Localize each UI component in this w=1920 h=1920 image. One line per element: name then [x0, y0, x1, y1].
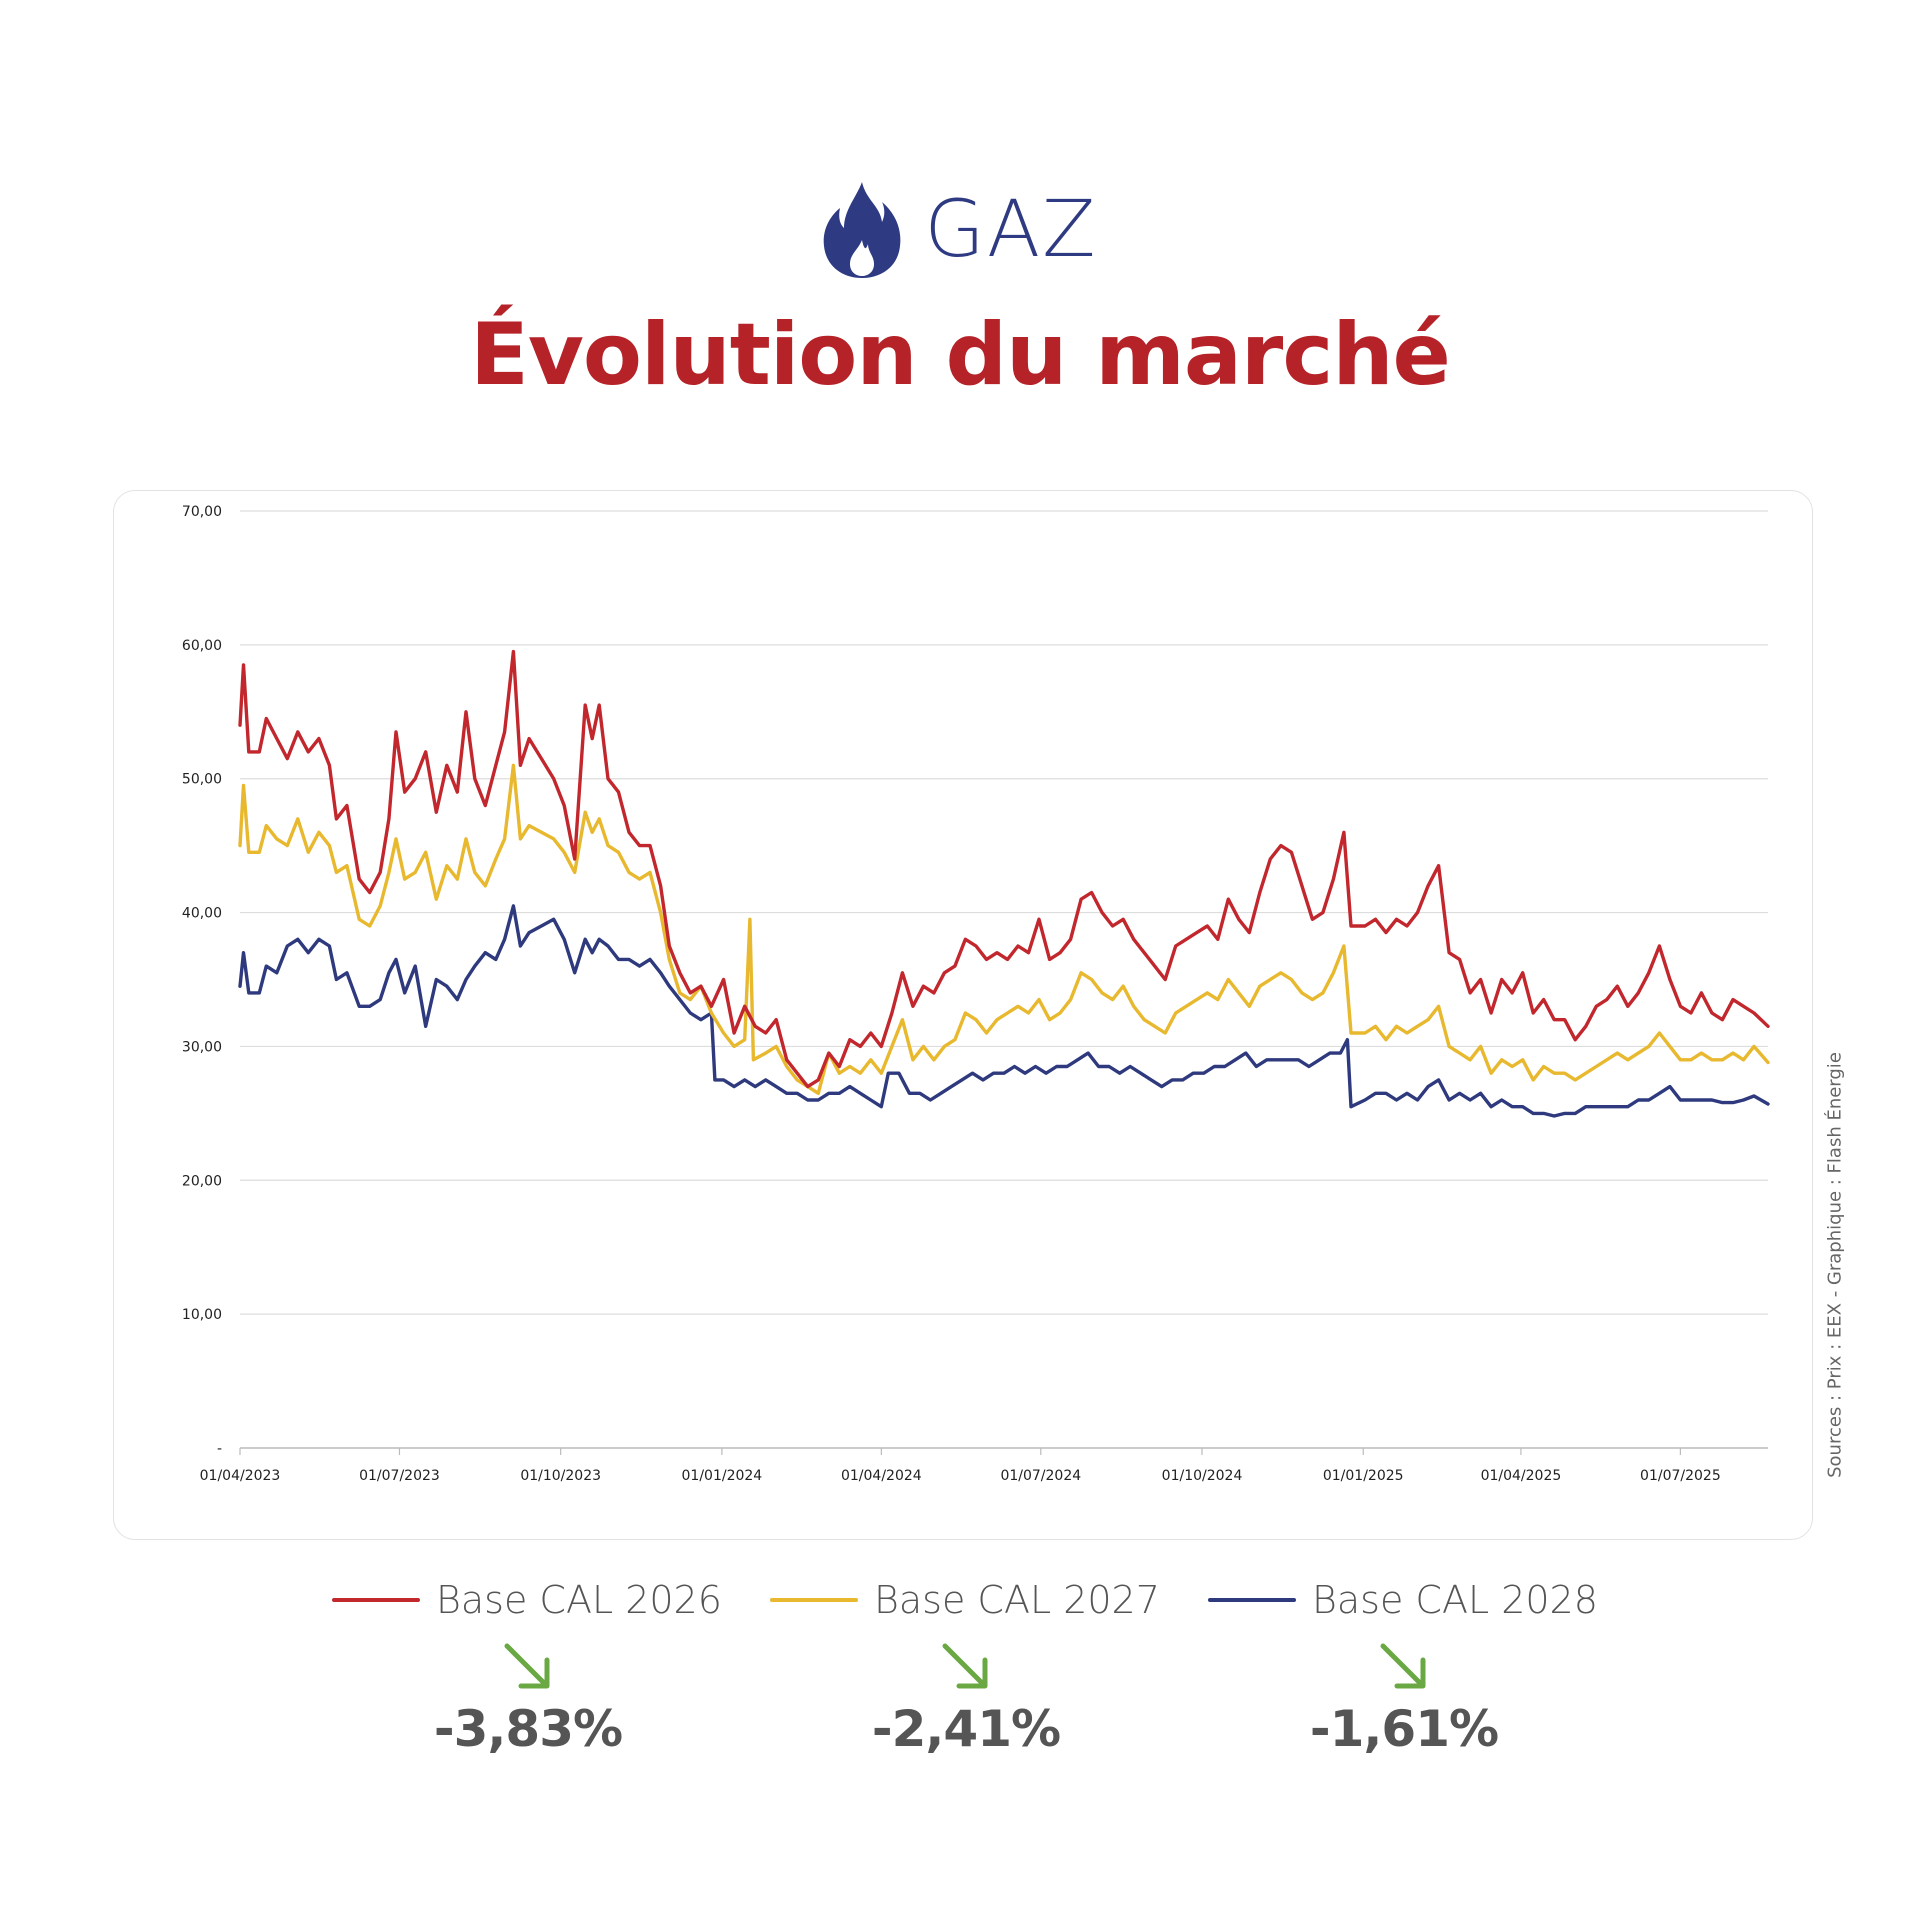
variation-cal-2027: -2,41% — [836, 1640, 1096, 1758]
y-tick-label: - — [217, 1441, 222, 1457]
legend-swatch — [1208, 1598, 1296, 1602]
x-tick-label: 01/01/2024 — [682, 1468, 763, 1484]
x-tick-label: 01/10/2024 — [1162, 1468, 1243, 1484]
y-tick-label: 20,00 — [182, 1173, 222, 1189]
y-tick-label: 40,00 — [182, 906, 222, 922]
series-line-base-cal-2028 — [238, 904, 1770, 1118]
line-chart: - 10,00 20,00 30,00 40,00 50,00 60,00 70,00 01/0… — [182, 504, 1770, 1484]
x-tick-label: 01/10/2023 — [520, 1468, 601, 1484]
series-line-base-cal-2026 — [238, 649, 1770, 1089]
arrow-down-right-icon — [1380, 1643, 1426, 1689]
variation-value: -3,83% — [433, 1700, 623, 1758]
legend-item-cal-2027: Base CAL 2027 — [770, 1575, 1160, 1625]
section-label: GAZ — [924, 185, 1098, 275]
y-tick-label: 10,00 — [182, 1307, 222, 1323]
header: GAZ — [0, 180, 1920, 280]
x-tick-label: 01/04/2023 — [200, 1468, 281, 1484]
x-tick-label: 01/01/2025 — [1323, 1468, 1404, 1484]
x-tick-label: 01/07/2023 — [359, 1468, 440, 1484]
legend-swatch — [770, 1598, 858, 1602]
page-title: Évolution du marché — [470, 305, 1451, 405]
x-tick-label: 01/04/2025 — [1481, 1468, 1562, 1484]
arrow-down-right-icon — [504, 1643, 550, 1689]
flame-icon — [824, 182, 901, 278]
arrow-down-right-icon — [942, 1643, 988, 1689]
y-tick-label: 60,00 — [182, 638, 222, 654]
source-note: Sources : Prix : EEX - Graphique : Flash… — [1824, 1052, 1846, 1478]
legend-label: Base CAL 2028 — [1312, 1578, 1598, 1622]
series-line-base-cal-2027 — [238, 763, 1770, 1095]
y-tick-label: 30,00 — [182, 1039, 222, 1055]
legend-label: Base CAL 2026 — [436, 1578, 722, 1622]
legend-label: Base CAL 2027 — [874, 1578, 1160, 1622]
variation-value: -1,61% — [1309, 1700, 1499, 1758]
legend-item-cal-2028: Base CAL 2028 — [1208, 1575, 1598, 1625]
variation-cal-2028: -1,61% — [1274, 1640, 1534, 1758]
x-tick-label: 01/04/2024 — [841, 1468, 922, 1484]
y-tick-label: 70,00 — [182, 504, 222, 520]
variation-cal-2026: -3,83% — [398, 1640, 658, 1758]
legend-item-cal-2026: Base CAL 2026 — [332, 1575, 722, 1625]
chart-legend: Base CAL 2026 Base CAL 2027 Base CAL 202… — [0, 1575, 1920, 1625]
y-tick-label: 50,00 — [182, 772, 222, 788]
x-tick-label: 01/07/2024 — [1000, 1468, 1081, 1484]
x-tick-label: 01/07/2025 — [1640, 1468, 1721, 1484]
variation-value: -2,41% — [871, 1700, 1061, 1758]
legend-swatch — [332, 1598, 420, 1602]
